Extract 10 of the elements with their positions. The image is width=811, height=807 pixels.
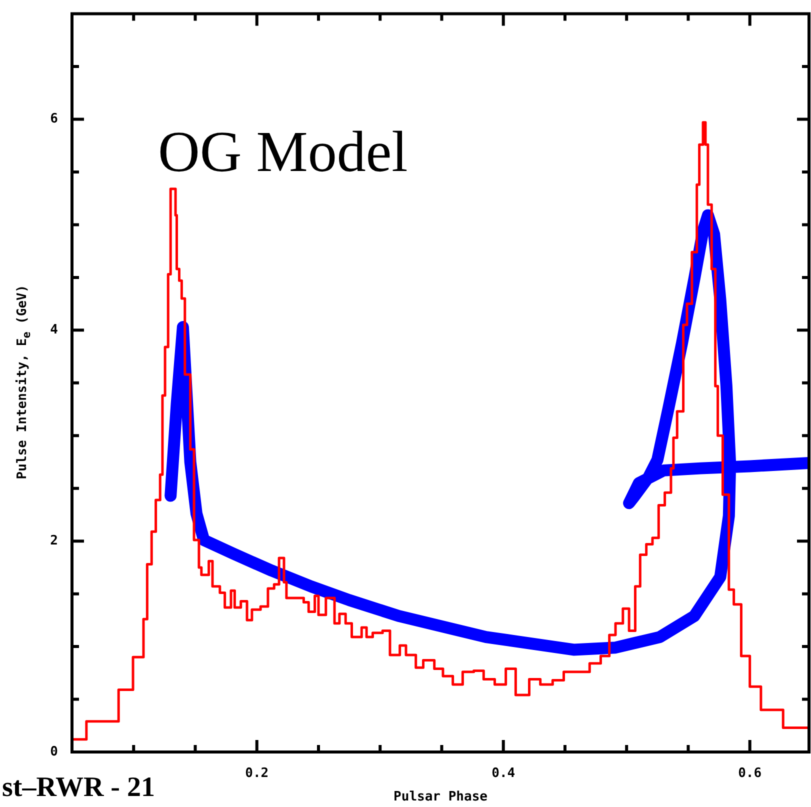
y-tick-label: 2: [50, 533, 58, 548]
x-tick-label: 0.2: [245, 766, 269, 782]
annotation: OG Model: [158, 118, 408, 185]
y-tick-label: 0: [50, 744, 58, 760]
text: st–RWR - 21: [2, 772, 156, 804]
x-axis-title: Pulsar Phase: [394, 790, 488, 805]
x-tick-label: 0.6: [738, 766, 762, 782]
x-tick-label: 0.4: [492, 766, 516, 782]
y-tick-label: 4: [50, 322, 58, 338]
y-tick-label: 6: [50, 112, 58, 127]
